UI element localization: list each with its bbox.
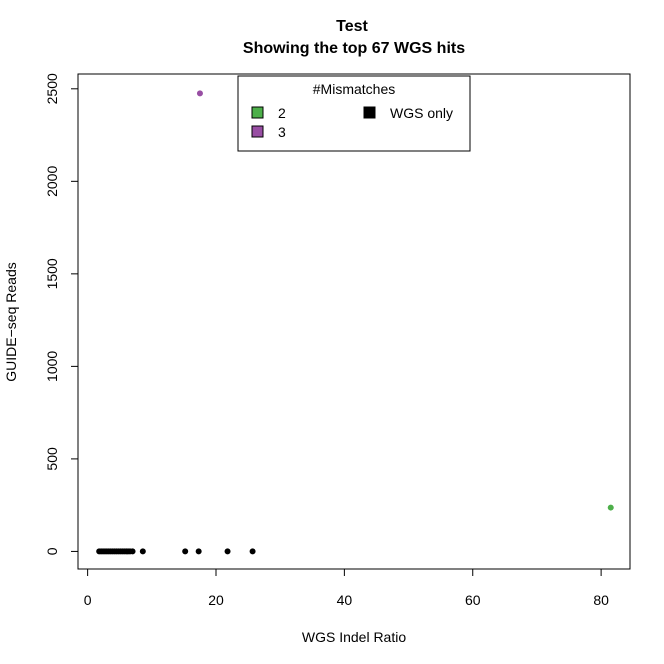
data-point bbox=[224, 548, 231, 555]
legend-swatch-3 bbox=[251, 125, 264, 138]
legend-label-3: 3 bbox=[278, 124, 286, 140]
legend: #Mismatches 2 3 WGS only bbox=[237, 75, 471, 152]
legend-label-wgs-only: WGS only bbox=[390, 105, 453, 121]
y-axis: 0 500 1000 1500 2000 2500 bbox=[44, 73, 79, 555]
legend-label-2: 2 bbox=[278, 105, 286, 121]
data-point bbox=[249, 548, 256, 555]
x-tick-label: 0 bbox=[84, 592, 92, 608]
data-point bbox=[139, 548, 146, 555]
x-tick-label: 20 bbox=[208, 592, 224, 608]
chart-subtitle: Showing the top 67 WGS hits bbox=[243, 40, 465, 57]
x-tick-label: 80 bbox=[593, 592, 609, 608]
x-tick-label: 60 bbox=[465, 592, 481, 608]
legend-box bbox=[237, 75, 471, 152]
y-tick-label: 2500 bbox=[44, 73, 60, 104]
data-point bbox=[195, 548, 202, 555]
data-point bbox=[182, 548, 189, 555]
y-tick-label: 0 bbox=[44, 547, 60, 555]
y-tick-label: 500 bbox=[44, 447, 60, 471]
y-tick-label: 2000 bbox=[44, 166, 60, 197]
x-axis-label: WGS Indel Ratio bbox=[302, 629, 406, 645]
data-point bbox=[129, 548, 136, 555]
y-tick-label: 1500 bbox=[44, 258, 60, 289]
data-point bbox=[196, 90, 203, 97]
y-axis-label: GUIDE−seq Reads bbox=[3, 262, 19, 381]
data-points bbox=[96, 90, 614, 555]
y-tick-label: 1000 bbox=[44, 351, 60, 382]
x-tick-label: 40 bbox=[337, 592, 353, 608]
legend-swatch-wgs-only bbox=[363, 106, 376, 119]
chart-title: Test bbox=[336, 18, 368, 35]
legend-title: #Mismatches bbox=[313, 81, 395, 97]
x-axis: 0 20 40 60 80 bbox=[84, 568, 609, 608]
data-point bbox=[607, 504, 614, 511]
legend-swatch-2 bbox=[251, 106, 264, 119]
